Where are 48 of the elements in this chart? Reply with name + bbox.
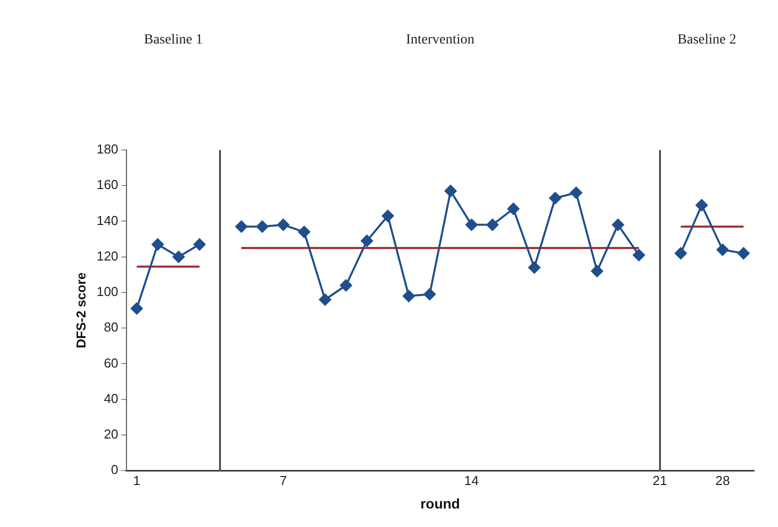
point [570,186,582,199]
point [424,288,436,300]
y-tick-label: 80 [104,320,118,335]
point [507,202,520,215]
point [466,218,478,231]
point [152,238,164,250]
x-tick-label: 21 [652,472,668,488]
point [591,265,604,278]
point [486,218,498,231]
point [696,199,708,212]
point [235,220,248,233]
point [298,226,310,238]
text: Baseline 1 [144,32,203,48]
point [172,250,185,263]
point [130,302,143,315]
point [632,249,645,262]
point [340,279,352,292]
text: Intervention [406,32,474,48]
y-axis-title: DFS-2 score [73,272,88,348]
text: Baseline 2 [678,32,736,48]
point [277,218,290,231]
point [319,294,332,306]
point [402,290,415,302]
y-tick-label: 60 [104,355,118,370]
point [528,262,540,274]
y-tick-label: 160 [96,177,118,192]
x-tick-label: 14 [464,472,479,488]
x-tick-label: 28 [715,472,730,488]
point [360,234,373,247]
point [256,220,268,233]
y-tick-label: 140 [96,212,118,228]
y-tick-label: 0 [111,462,118,478]
x-axis-title: round [420,495,460,512]
y-tick-label: 120 [96,248,118,264]
y-tick-label: 40 [104,390,118,406]
x-tick-label: 1 [133,472,140,488]
point [549,192,562,204]
point [612,218,624,231]
point [382,210,394,222]
point [716,244,729,256]
point [674,247,687,260]
y-tick-label: 180 [96,142,118,157]
point [444,184,457,197]
x-tick-label: 7 [280,472,287,488]
y-tick-label: 100 [96,284,118,300]
point [194,238,206,250]
y-tick-label: 20 [104,426,118,442]
point [738,247,750,260]
